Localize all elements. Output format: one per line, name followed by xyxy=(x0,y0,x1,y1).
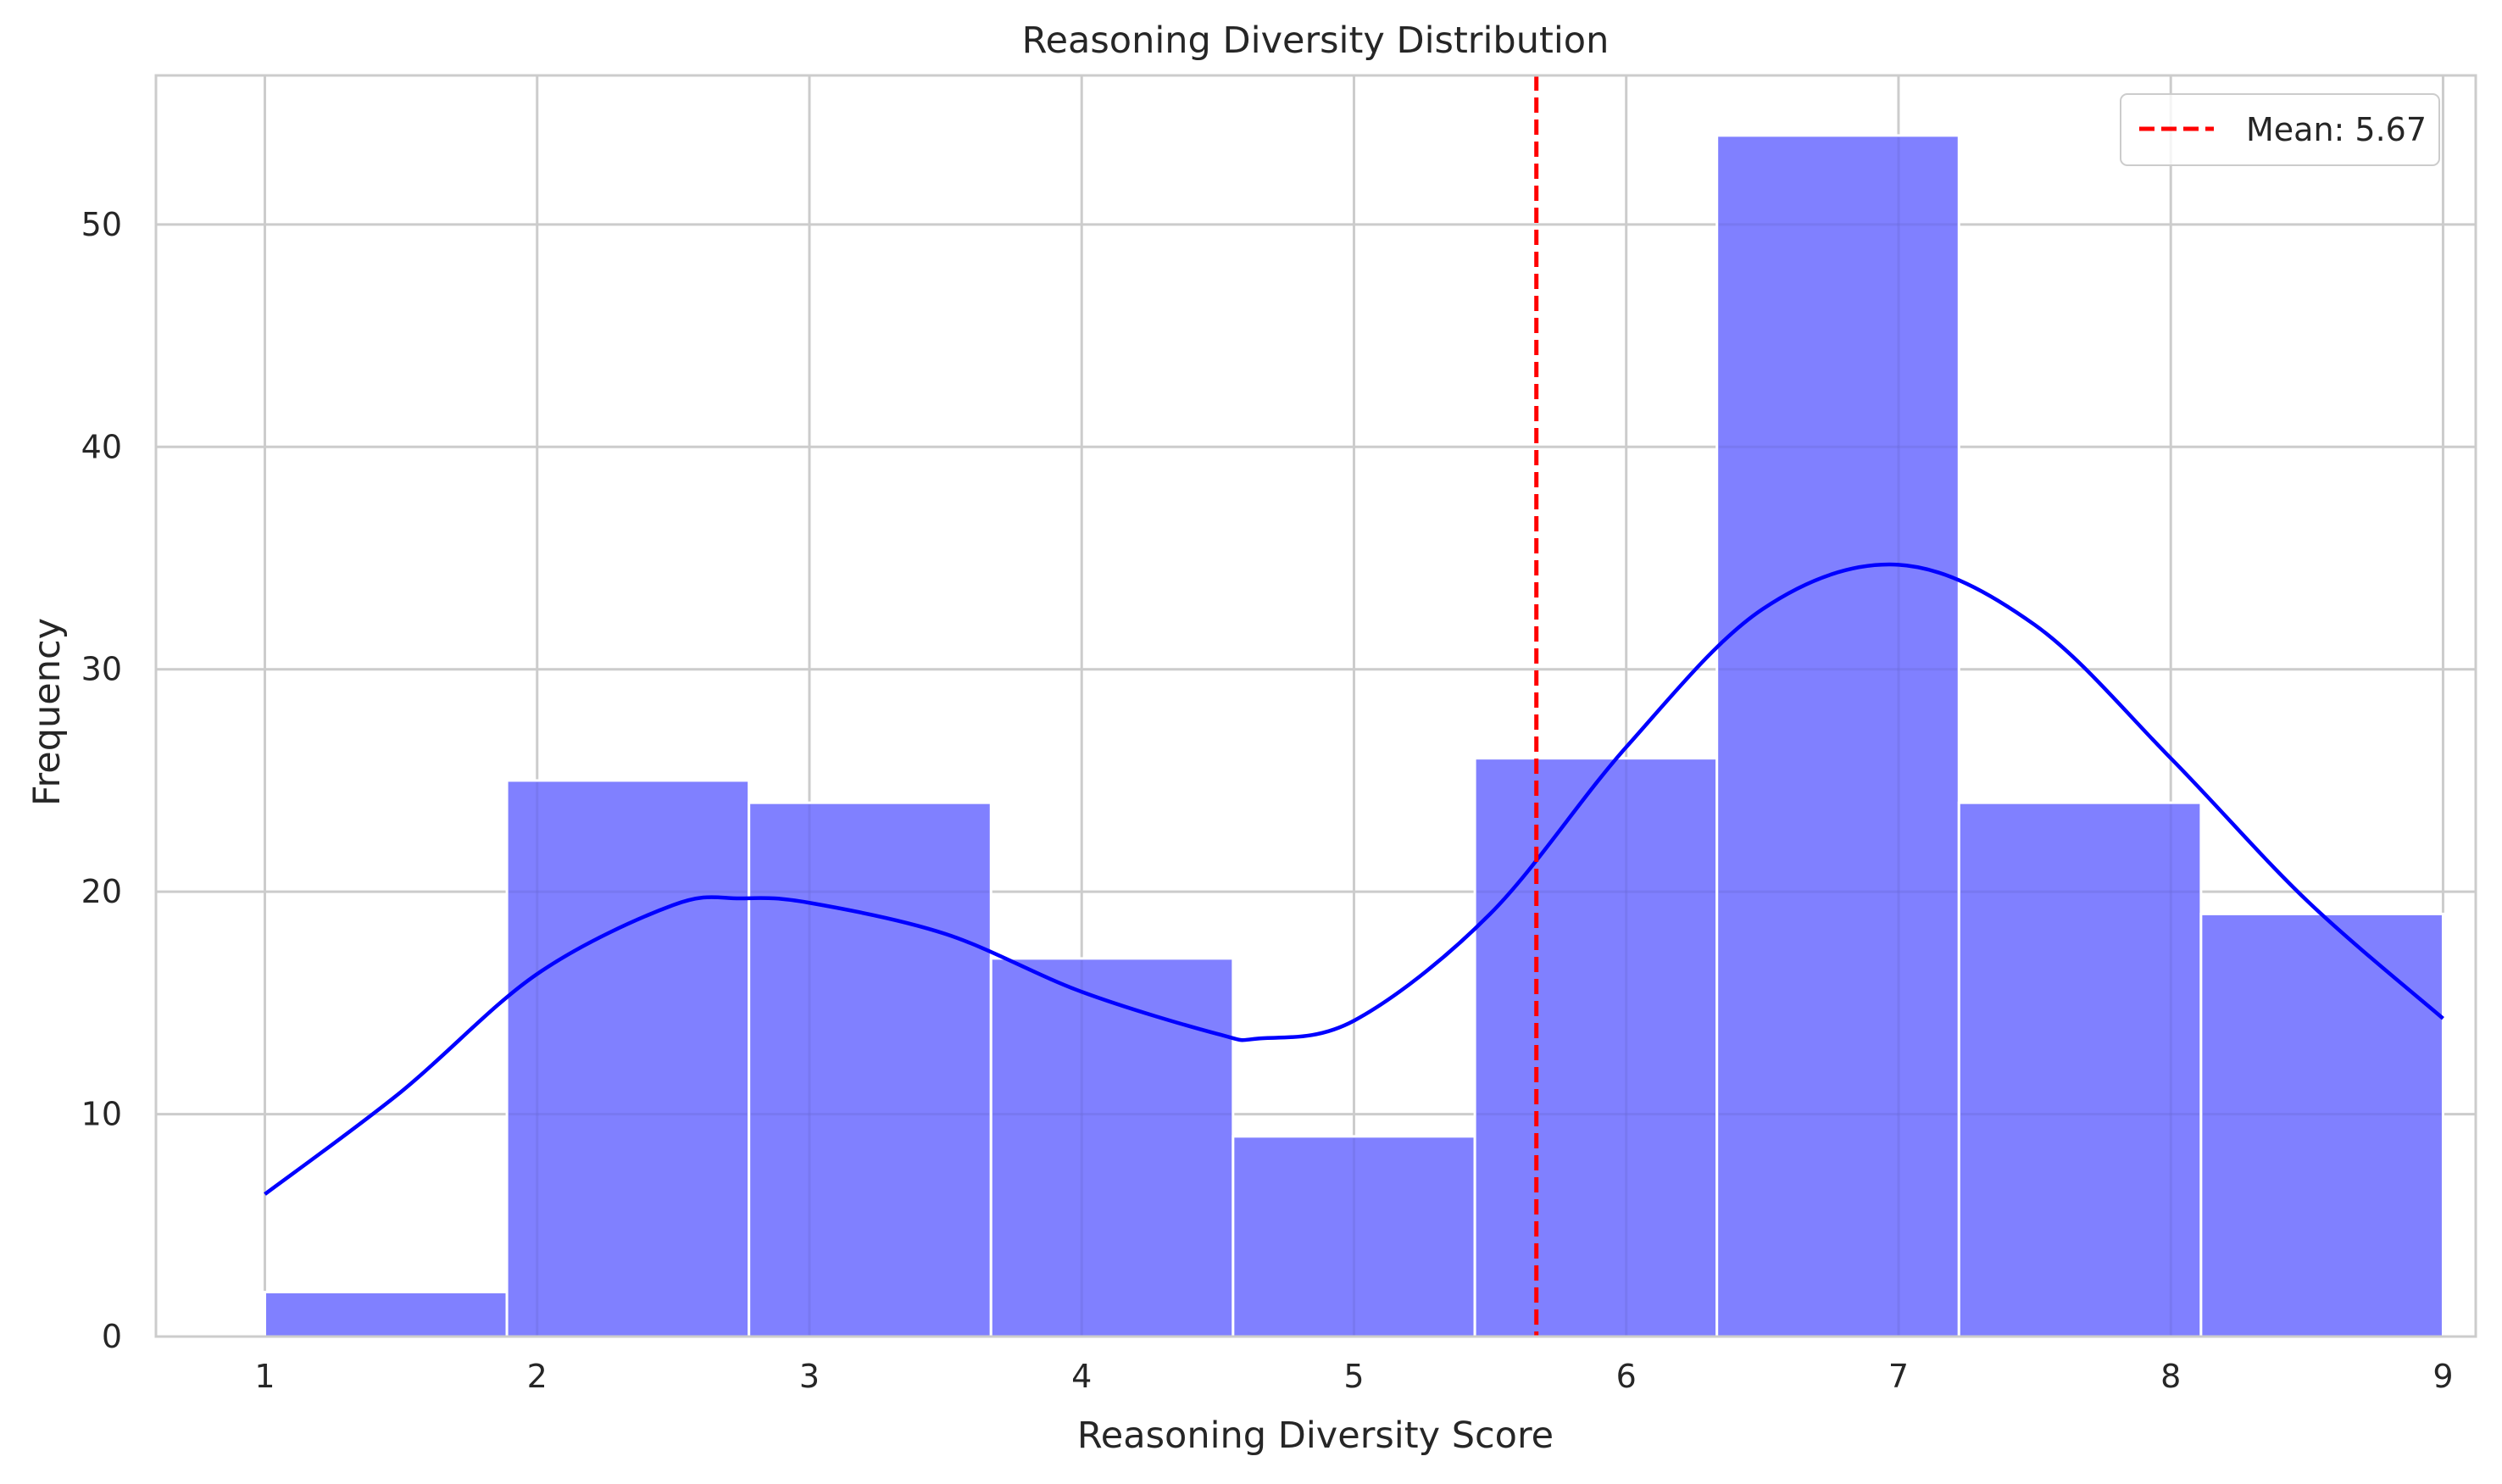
x-axis-label: Reasoning Diversity Score xyxy=(1077,1415,1554,1457)
histogram-bar xyxy=(1232,1135,1476,1338)
histogram-bar xyxy=(2199,912,2444,1338)
legend-mean-label: Mean: 5.67 xyxy=(2246,111,2427,148)
histogram-bar xyxy=(1957,801,2203,1338)
chart-title: Reasoning Diversity Distribution xyxy=(1022,19,1610,62)
y-tick-labels: 0 10 20 30 40 50 xyxy=(81,206,122,1355)
x-tick-label: 4 xyxy=(1071,1358,1092,1395)
y-tick-label: 10 xyxy=(81,1096,122,1133)
histogram-bar xyxy=(263,1291,509,1338)
y-tick-label: 20 xyxy=(81,873,122,910)
x-tick-label: 6 xyxy=(1616,1358,1637,1395)
legend: Mean: 5.67 xyxy=(2120,93,2440,166)
x-tick-labels: 1 2 3 4 5 6 7 8 9 xyxy=(254,1358,2453,1395)
histogram-bar xyxy=(1715,134,1960,1338)
histogram-bar xyxy=(748,801,992,1338)
y-tick-label: 0 xyxy=(102,1318,122,1355)
x-tick-label: 5 xyxy=(1343,1358,1364,1395)
histogram-bar xyxy=(989,957,1235,1338)
y-axis-label: Frequency xyxy=(26,618,69,806)
y-tick-label: 30 xyxy=(81,651,122,688)
x-tick-label: 7 xyxy=(1888,1358,1909,1395)
x-tick-label: 3 xyxy=(799,1358,820,1395)
x-tick-label: 8 xyxy=(2160,1358,2181,1395)
histogram-bar xyxy=(1473,757,1719,1338)
x-tick-label: 9 xyxy=(2432,1358,2453,1395)
y-tick-label: 50 xyxy=(81,206,122,243)
histogram-bars xyxy=(263,134,2444,1338)
x-tick-label: 1 xyxy=(254,1358,275,1395)
kde-curve-group xyxy=(264,562,2444,1196)
y-tick-label: 40 xyxy=(81,428,122,465)
legend-box xyxy=(2120,93,2440,166)
plot-frame xyxy=(154,74,2477,1338)
kde-curve xyxy=(264,562,2444,1196)
histogram-bar xyxy=(505,779,751,1338)
x-tick-label: 2 xyxy=(527,1358,548,1395)
